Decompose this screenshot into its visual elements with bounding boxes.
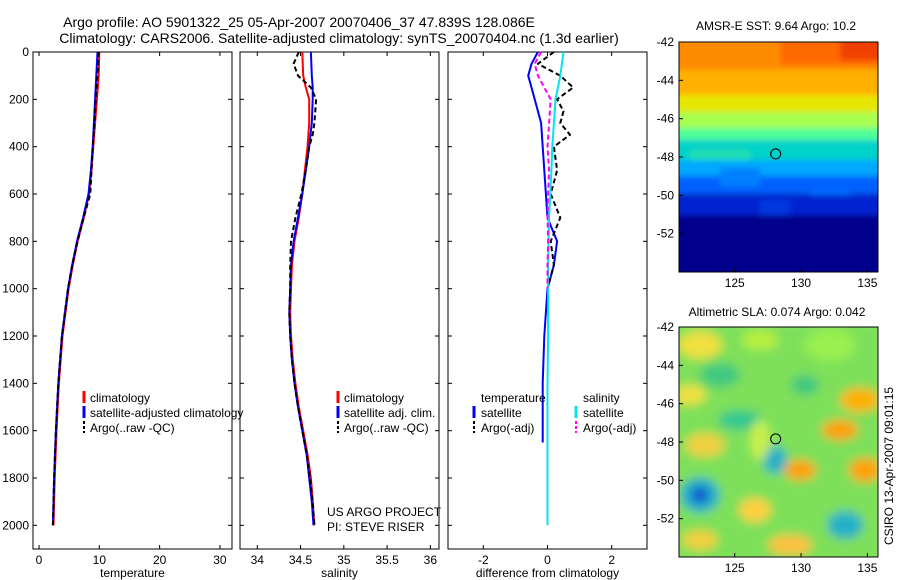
y-tick-label: -48 bbox=[657, 150, 675, 164]
x-tick-label: 2 bbox=[608, 553, 615, 567]
series-line-climatology bbox=[289, 51, 316, 526]
series-line-salinity-argo-adj bbox=[533, 51, 552, 289]
y-tick-label: -46 bbox=[657, 397, 675, 411]
sla-map-title: Altimetric SLA: 0.074 Argo: 0.042 bbox=[689, 305, 866, 319]
x-tick-label: 0 bbox=[544, 553, 551, 567]
y-tick-label: -42 bbox=[657, 320, 675, 334]
y-tick-label: -50 bbox=[657, 473, 675, 487]
series-line-argo-raw-qc bbox=[288, 51, 318, 526]
plot-frame bbox=[239, 51, 440, 550]
y-tick-label: 1800 bbox=[2, 471, 29, 485]
x-axis-label: temperature bbox=[100, 566, 165, 580]
x-tick-label: 135 bbox=[857, 561, 877, 575]
legend-heading-temperature: temperature bbox=[481, 391, 546, 405]
y-tick-label: -48 bbox=[657, 435, 675, 449]
salinity-legend: climatology satellite adj. clim. Argo(..… bbox=[336, 391, 435, 435]
series-line-argo-raw-qc bbox=[51, 51, 100, 526]
legend-label-climatology: climatology bbox=[90, 391, 150, 405]
legend-label-satellite: satellite adj. clim. bbox=[344, 406, 435, 420]
y-tick-label: 800 bbox=[9, 234, 29, 248]
x-tick-label: 20 bbox=[153, 553, 167, 567]
y-tick-label: -46 bbox=[657, 112, 675, 126]
sst-argo-marker bbox=[770, 148, 782, 160]
x-tick-label: 130 bbox=[791, 561, 811, 575]
y-tick-label: -44 bbox=[657, 73, 675, 87]
legend-heading-salinity: salinity bbox=[583, 391, 620, 405]
figure-title-line2: Climatology: CARS2006. Satellite-adjuste… bbox=[59, 30, 619, 46]
y-tick-label: 600 bbox=[9, 187, 29, 201]
y-tick-label: -52 bbox=[657, 512, 675, 526]
legend-label-argo: Argo(..raw -QC) bbox=[344, 421, 429, 435]
x-tick-label: 34 bbox=[251, 553, 265, 567]
temperature-legend: climatology satellite-adjusted climatolo… bbox=[82, 391, 243, 435]
credit-text: CSIRO 13-Apr-2007 09:01:15 bbox=[882, 387, 896, 545]
plot-frame bbox=[32, 51, 233, 550]
y-tick-label: 200 bbox=[9, 92, 29, 106]
temperature-panel: 0 10 20 30 0 200 400 600 800 1000 1200 1400 1600 1800… bbox=[2, 45, 233, 580]
legend-label-temp-satellite: satellite bbox=[481, 406, 522, 420]
x-tick-label: 36 bbox=[424, 553, 438, 567]
sst-map-title: AMSR-E SST: 9.64 Argo: 10.2 bbox=[696, 19, 856, 33]
y-tick-label: 400 bbox=[9, 140, 29, 154]
x-tick-label: 130 bbox=[791, 276, 811, 290]
legend-label-climatology: climatology bbox=[344, 391, 404, 405]
y-tick-label: -44 bbox=[657, 358, 675, 372]
sla-map-image bbox=[679, 327, 878, 557]
x-tick-label: -2 bbox=[478, 553, 489, 567]
x-tick-label: 125 bbox=[725, 276, 745, 290]
series-line-temperature-argo-adj bbox=[536, 51, 575, 289]
legend-label-sal-satellite: satellite bbox=[583, 406, 624, 420]
legend-label-argo: Argo(..raw -QC) bbox=[90, 421, 175, 435]
series-line-satellite-adjusted-climatology bbox=[51, 51, 99, 526]
y-tick-label: 2000 bbox=[2, 518, 29, 532]
x-tick-label: 34.5 bbox=[289, 553, 313, 567]
x-tick-label: 125 bbox=[725, 561, 745, 575]
x-tick-label: 35.5 bbox=[375, 553, 399, 567]
x-tick-label: 135 bbox=[857, 276, 877, 290]
series-line-climatology bbox=[52, 51, 101, 526]
sla-map-axes: 125 130 135 -42 -44 -46 -48 -50 -52 bbox=[657, 320, 878, 575]
y-tick-label: -50 bbox=[657, 188, 675, 202]
x-axis-label: difference from climatology bbox=[476, 566, 619, 580]
y-tick-label: -42 bbox=[657, 35, 675, 49]
legend-label-temp-argo: Argo(-adj) bbox=[481, 421, 534, 435]
figure-title-line1: Argo profile: AO 5901322_25 05-Apr-2007 … bbox=[63, 14, 535, 30]
project-name: US ARGO PROJECT bbox=[327, 505, 442, 519]
sst-map-axes: 125 130 135 -42 -44 -46 -48 -50 -52 bbox=[657, 35, 878, 290]
y-tick-label: 1200 bbox=[2, 329, 29, 343]
x-axis-label: salinity bbox=[321, 566, 358, 580]
y-tick-label: 1000 bbox=[2, 282, 29, 296]
y-tick-label: 1400 bbox=[2, 376, 29, 390]
sla-argo-marker bbox=[770, 433, 782, 445]
x-tick-label: 10 bbox=[93, 553, 107, 567]
legend-label-satellite: satellite-adjusted climatology bbox=[90, 406, 243, 420]
y-tick-label: -52 bbox=[657, 227, 675, 241]
salinity-panel: 34 34.5 35 35.5 36 salinity bbox=[239, 51, 440, 580]
x-tick-label: 35 bbox=[337, 553, 351, 567]
y-tick-label: 1600 bbox=[2, 424, 29, 438]
x-tick-label: 0 bbox=[36, 553, 43, 567]
difference-legend: temperature salinity satellite Argo(-adj… bbox=[472, 391, 636, 435]
sst-map-image bbox=[679, 42, 878, 272]
y-tick-label: 0 bbox=[22, 45, 29, 59]
x-tick-label: 30 bbox=[213, 553, 227, 567]
legend-label-sal-argo: Argo(-adj) bbox=[583, 421, 636, 435]
project-pi: PI: STEVE RISER bbox=[327, 520, 425, 534]
series-line-temperature-satellite bbox=[527, 51, 559, 443]
